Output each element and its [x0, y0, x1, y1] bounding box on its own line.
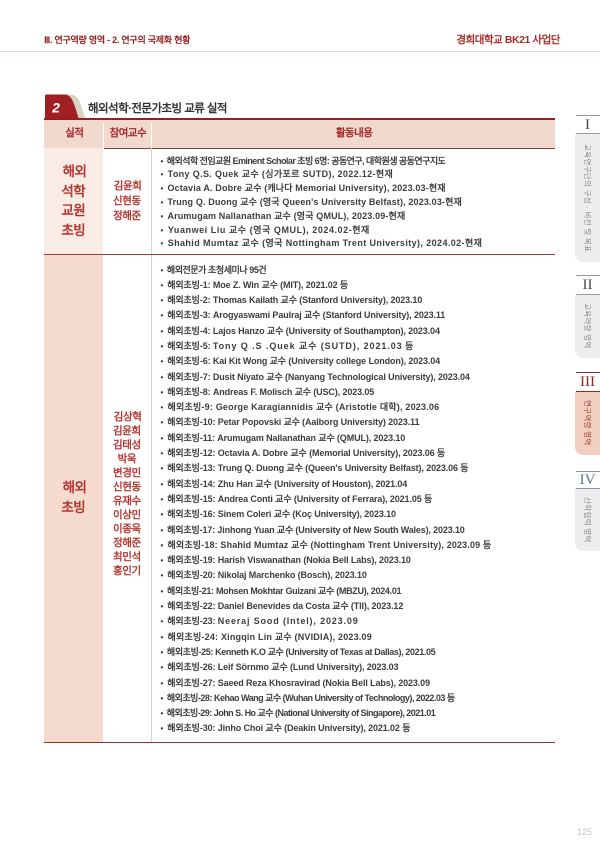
svg-text:2: 2: [51, 100, 60, 116]
